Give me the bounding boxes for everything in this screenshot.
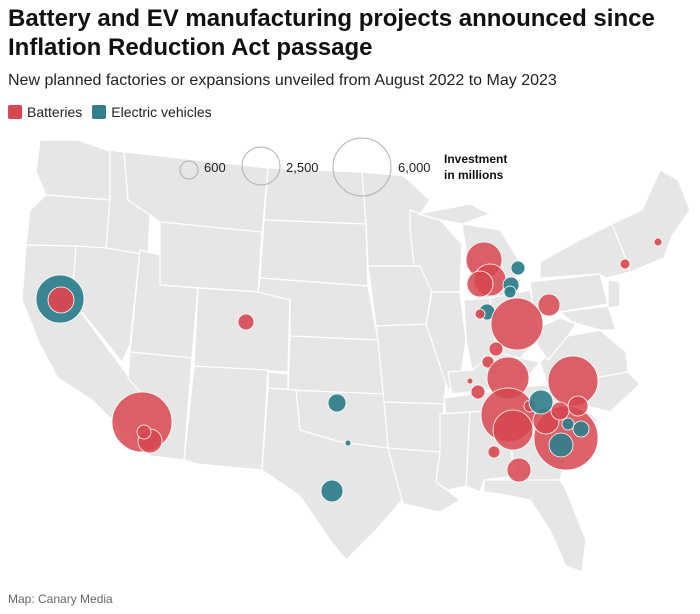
size-circle-600 xyxy=(179,160,199,180)
bubble-ev-tennessee xyxy=(528,389,554,415)
legend-label-batteries: Batteries xyxy=(27,104,83,120)
map-credit: Map: Canary Media xyxy=(8,592,113,606)
bubble-battery-ohio-large xyxy=(490,297,544,351)
page-subtitle: New planned factories or expansions unve… xyxy=(8,72,557,89)
bubble-ev-michigan-1 xyxy=(510,260,526,276)
bubble-battery-indiana-small xyxy=(474,308,486,320)
bubble-ev-texas xyxy=(320,479,344,503)
bubble-battery-nevada xyxy=(47,286,75,314)
bubble-battery-carolinas-2 xyxy=(567,395,589,417)
batteries-swatch xyxy=(8,105,22,119)
state-new-jersey xyxy=(607,279,621,309)
bubble-battery-georgia-1 xyxy=(492,409,534,451)
state-north-dakota xyxy=(263,167,367,225)
state-west-virginia xyxy=(533,317,577,361)
state-wyoming xyxy=(159,221,263,293)
state-arkansas xyxy=(383,401,445,453)
legend-item-batteries: Batteries xyxy=(8,104,82,120)
bubble-ev-south-carolina xyxy=(572,420,590,438)
state-oregon xyxy=(25,194,111,249)
state-maryland-delaware xyxy=(558,305,617,331)
bubble-ev-carolinas-small xyxy=(561,417,575,431)
us-landmass xyxy=(21,139,691,573)
bubble-battery-ohio-east xyxy=(537,293,561,317)
bubble-battery-colorado xyxy=(237,313,255,331)
size-legend: 600 2,500 6,000 Investment in millions xyxy=(179,137,507,197)
bubble-battery-new-york xyxy=(619,258,631,270)
bubble-ev-kansas xyxy=(327,393,347,413)
bubble-battery-arizona-small-2 xyxy=(136,424,152,440)
size-legend-title-line2: in millions xyxy=(444,168,504,182)
state-washington xyxy=(35,139,113,201)
state-florida xyxy=(483,479,587,573)
state-texas xyxy=(261,387,403,561)
bubble-battery-georgia-south xyxy=(506,457,532,483)
ev-swatch xyxy=(92,105,107,119)
bubble-battery-michigan-3 xyxy=(466,270,494,298)
size-legend-title-line1: Investment xyxy=(444,152,507,166)
bubble-battery-tennessee-small-2 xyxy=(470,384,486,400)
bubble-ev-georgia xyxy=(548,432,574,458)
bubble-battery-massachusetts xyxy=(653,237,663,247)
bubble-battery-alabama xyxy=(487,445,501,459)
state-colorado xyxy=(193,287,291,373)
size-label-6000: 6,000 xyxy=(398,160,431,175)
bubble-ev-oklahoma xyxy=(344,439,352,447)
bubble-battery-carolinas-3 xyxy=(550,401,570,421)
legend-label-ev: Electric vehicles xyxy=(111,104,212,120)
size-label-600: 600 xyxy=(204,160,226,175)
legend-item-ev: Electric vehicles xyxy=(92,104,212,120)
project-bubbles xyxy=(35,237,663,503)
category-legend: Batteries Electric vehicles xyxy=(8,104,222,120)
size-circle-2500 xyxy=(241,146,281,186)
state-iowa xyxy=(367,265,433,327)
size-circle-6000 xyxy=(332,137,392,197)
page-title: Battery and EV manufacturing projects an… xyxy=(8,5,655,61)
bubble-ev-michigan-3 xyxy=(503,285,517,299)
size-label-2500: 2,500 xyxy=(286,160,319,175)
state-new-mexico xyxy=(183,365,269,471)
state-mississippi xyxy=(435,411,471,491)
bubble-battery-kentucky-1 xyxy=(488,341,504,357)
state-south-dakota xyxy=(259,219,369,287)
state-kansas xyxy=(287,335,385,395)
bubble-battery-tennessee-small-1 xyxy=(466,377,474,385)
